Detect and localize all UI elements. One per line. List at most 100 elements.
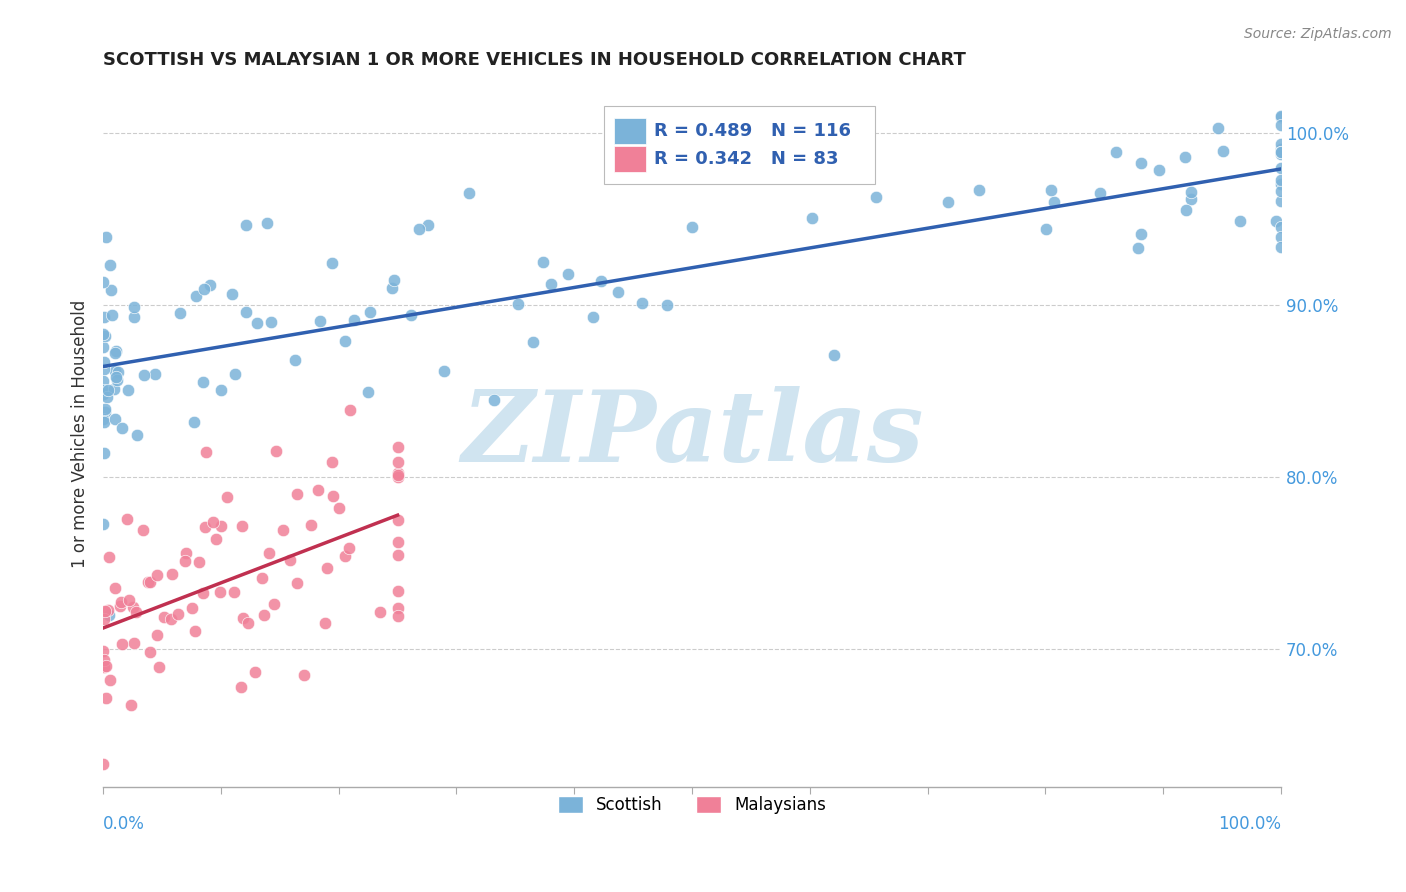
Scottish (1212, 144, 1234, 158)
Scottish (93, 310, 115, 325)
Scottish (221, 287, 243, 301)
Malaysians (98, 549, 121, 564)
Scottish (557, 267, 579, 281)
Scottish (631, 296, 654, 310)
Malaysians (184, 624, 207, 639)
Scottish (1180, 192, 1202, 206)
Scottish (408, 221, 430, 235)
Malaysians (292, 667, 315, 681)
Scottish (508, 297, 530, 311)
Scottish (1270, 110, 1292, 124)
Scottish (1270, 118, 1292, 132)
Scottish (193, 375, 215, 389)
Scottish (104, 343, 127, 358)
Text: SCOTTISH VS MALAYSIAN 1 OR MORE VEHICLES IN HOUSEHOLD CORRELATION CHART: SCOTTISH VS MALAYSIAN 1 OR MORE VEHICLES… (103, 51, 966, 69)
Scottish (333, 334, 356, 349)
Malaysians (208, 585, 231, 599)
Scottish (309, 314, 332, 328)
Malaysians (94, 691, 117, 706)
Malaysians (368, 605, 391, 619)
Scottish (1229, 214, 1251, 228)
Scottish (98, 607, 121, 622)
Malaysians (138, 645, 160, 659)
Malaysians (314, 615, 336, 630)
Scottish (1270, 161, 1292, 175)
Malaysians (307, 483, 329, 497)
Malaysians (104, 581, 127, 595)
Scottish (169, 306, 191, 320)
Malaysians (243, 665, 266, 680)
Scottish (1174, 150, 1197, 164)
Text: 100.0%: 100.0% (1218, 815, 1281, 833)
Malaysians (328, 501, 350, 516)
Malaysians (153, 610, 176, 624)
Malaysians (222, 584, 245, 599)
Malaysians (339, 402, 361, 417)
Malaysians (122, 599, 145, 614)
Malaysians (337, 541, 360, 556)
Malaysians (93, 653, 115, 667)
Scottish (91, 374, 114, 388)
Scottish (582, 310, 605, 325)
Malaysians (316, 560, 339, 574)
Y-axis label: 1 or more Vehicles in Household: 1 or more Vehicles in Household (72, 300, 89, 568)
Malaysians (136, 575, 159, 590)
Scottish (91, 340, 114, 354)
Malaysians (96, 658, 118, 673)
Malaysians (145, 628, 167, 642)
Scottish (98, 258, 121, 272)
Scottish (1180, 185, 1202, 199)
Scottish (1270, 219, 1292, 234)
Scottish (823, 347, 845, 361)
Malaysians (139, 575, 162, 590)
Scottish (104, 345, 127, 359)
Scottish (93, 355, 115, 369)
FancyBboxPatch shape (603, 106, 875, 184)
Malaysians (322, 489, 344, 503)
Malaysians (120, 698, 142, 712)
Scottish (209, 383, 232, 397)
Malaysians (387, 467, 409, 481)
Scottish (531, 255, 554, 269)
Malaysians (118, 593, 141, 607)
Malaysians (173, 554, 195, 568)
Malaysians (125, 605, 148, 619)
Scottish (936, 194, 959, 209)
Scottish (1128, 241, 1150, 255)
Scottish (401, 308, 423, 322)
Scottish (91, 516, 114, 531)
Text: R = 0.489   N = 116: R = 0.489 N = 116 (654, 121, 852, 140)
Malaysians (232, 611, 254, 625)
Scottish (657, 298, 679, 312)
Scottish (235, 218, 257, 232)
Malaysians (166, 607, 188, 621)
Malaysians (204, 533, 226, 547)
Scottish (1105, 145, 1128, 159)
Malaysians (387, 549, 409, 563)
Scottish (235, 305, 257, 319)
Scottish (1208, 120, 1230, 135)
Scottish (1270, 172, 1292, 186)
Scottish (93, 415, 115, 429)
Scottish (1270, 229, 1292, 244)
Legend: Scottish, Malaysians: Scottish, Malaysians (551, 789, 832, 821)
Scottish (1270, 109, 1292, 123)
Scottish (967, 183, 990, 197)
Malaysians (187, 556, 209, 570)
Malaysians (148, 660, 170, 674)
Malaysians (209, 519, 232, 533)
Scottish (522, 334, 544, 349)
Malaysians (278, 553, 301, 567)
Malaysians (387, 512, 409, 526)
Malaysians (387, 583, 409, 598)
Scottish (433, 364, 456, 378)
Scottish (865, 190, 887, 204)
Scottish (104, 412, 127, 426)
Scottish (91, 326, 114, 341)
Scottish (1270, 145, 1292, 160)
Malaysians (236, 615, 259, 630)
Malaysians (229, 681, 252, 695)
Scottish (91, 275, 114, 289)
Scottish (103, 364, 125, 378)
Malaysians (285, 487, 308, 501)
